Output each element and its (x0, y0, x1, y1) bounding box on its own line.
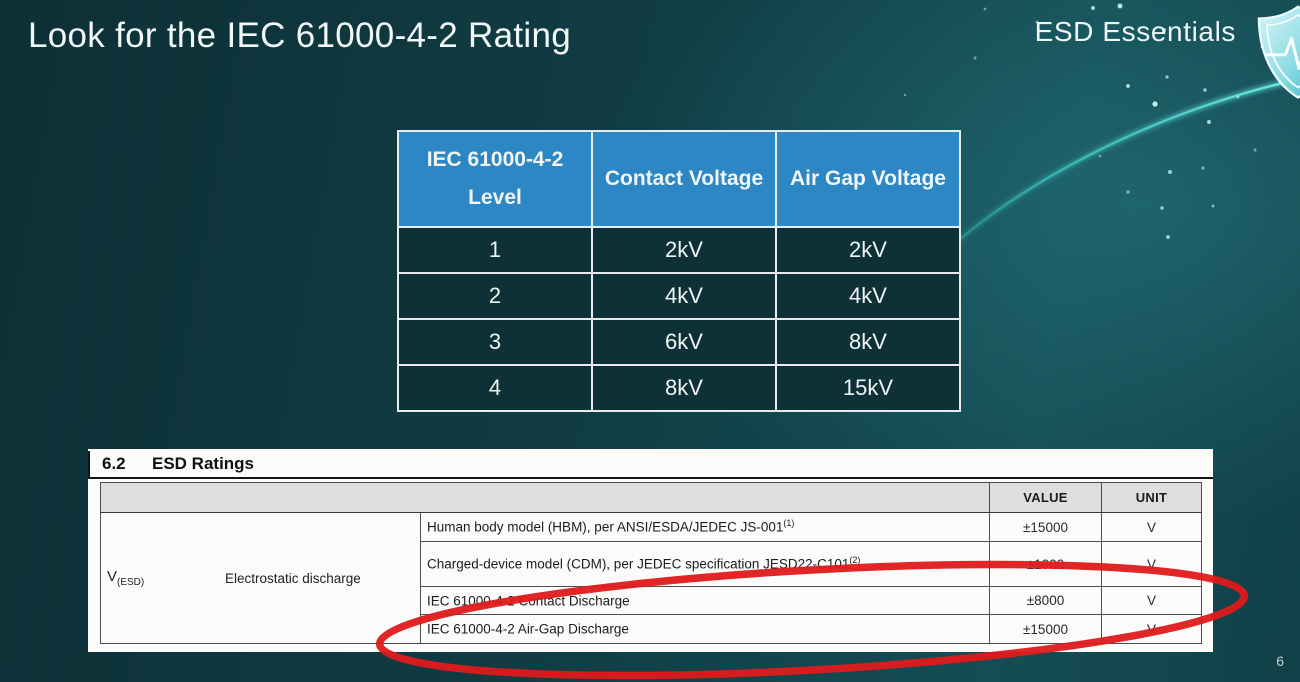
iec-cell: 8kV (775, 318, 961, 366)
iec-cell: 4kV (591, 272, 777, 320)
iec-cell: 8kV (591, 364, 777, 412)
iec-level-table: IEC 61000-4-2 Level Contact Voltage Air … (397, 130, 961, 412)
unit-cell: V (1101, 512, 1202, 542)
datasheet-section-heading: 6.2 ESD Ratings (88, 451, 1213, 479)
unit-cell: V (1101, 586, 1202, 615)
value-cell: ±1000 (989, 541, 1102, 587)
section-number: 6.2 (102, 454, 126, 473)
iec-cell: 15kV (775, 364, 961, 412)
brand-text: ESD Essentials (1034, 16, 1236, 47)
datasheet-excerpt: 6.2 ESD Ratings VALUE UNIT V(ESD) Electr… (88, 449, 1213, 652)
iec-cell: 6kV (591, 318, 777, 366)
iec-cell: 2 (397, 272, 593, 320)
iec-header-contact: Contact Voltage (591, 130, 777, 228)
description-cell: Human body model (HBM), per ANSI/ESDA/JE… (420, 512, 990, 542)
iec-header-row: IEC 61000-4-2 Level Contact Voltage Air … (397, 130, 961, 228)
description-cell: IEC 61000-4-2 Air-Gap Discharge (420, 614, 990, 644)
iec-row: 3 6kV 8kV (397, 318, 961, 366)
value-cell: ±15000 (989, 512, 1102, 542)
iec-cell: 1 (397, 226, 593, 274)
iec-cell: 2kV (591, 226, 777, 274)
iec-header-level: IEC 61000-4-2 Level (397, 130, 593, 228)
iec-cell: 4kV (775, 272, 961, 320)
parameter-cell: V(ESD) Electrostatic discharge (100, 512, 421, 644)
esd-ratings-table: VALUE UNIT V(ESD) Electrostatic discharg… (100, 482, 1202, 644)
header-spacer-cell (100, 482, 990, 513)
page-number: 6 (1276, 653, 1284, 669)
value-column-header: VALUE (989, 482, 1102, 513)
iec-cell: 4 (397, 364, 593, 412)
unit-column-header: UNIT (1101, 482, 1202, 513)
section-title: ESD Ratings (152, 454, 255, 473)
symbol-vesd: V(ESD) (107, 568, 145, 588)
iec-row: 4 8kV 15kV (397, 364, 961, 412)
description-cell: IEC 61000-4-2 Contact Discharge (420, 586, 990, 615)
unit-cell: V (1101, 541, 1202, 587)
slide-title: Look for the IEC 61000-4-2 Rating (28, 16, 572, 55)
value-cell: ±8000 (989, 586, 1102, 615)
iec-row: 1 2kV 2kV (397, 226, 961, 274)
parameter-label: Electrostatic discharge (225, 570, 361, 586)
iec-header-airgap: Air Gap Voltage (775, 130, 961, 228)
esd-shield-icon (1246, 3, 1300, 103)
iec-cell: 2kV (775, 226, 961, 274)
value-cell: ±15000 (989, 614, 1102, 644)
iec-row: 2 4kV 4kV (397, 272, 961, 320)
description-cell: Charged-device model (CDM), per JEDEC sp… (420, 541, 990, 587)
unit-cell: V (1101, 614, 1202, 644)
iec-cell: 3 (397, 318, 593, 366)
rating-row-hbm: V(ESD) Electrostatic discharge Human bod… (100, 512, 1202, 644)
ratings-header-row: VALUE UNIT (100, 482, 1202, 513)
